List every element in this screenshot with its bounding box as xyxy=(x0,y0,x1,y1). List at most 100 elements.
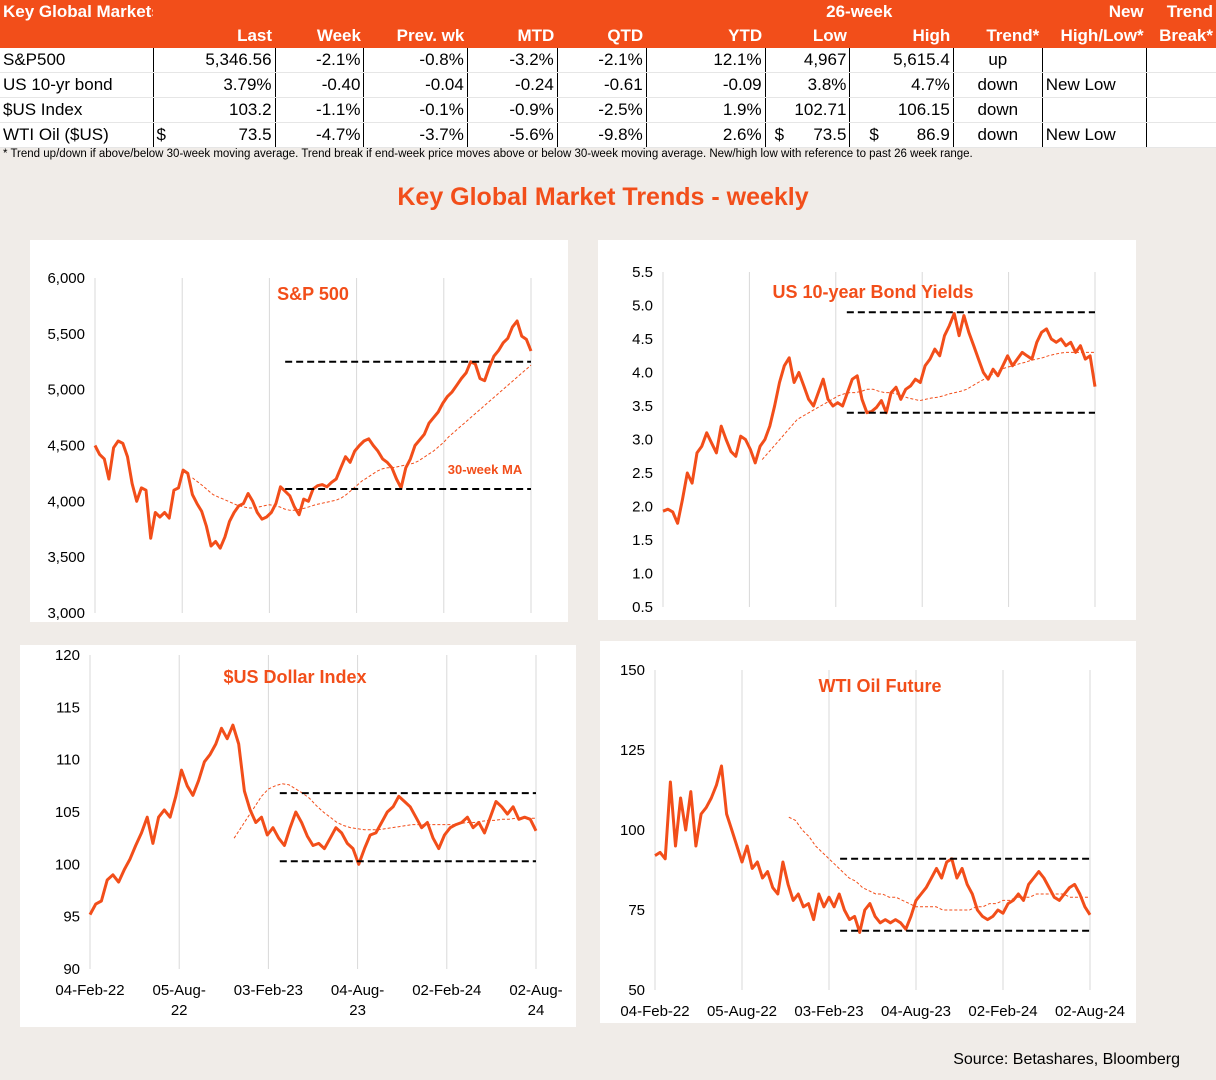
cell-ytd: 12.1% xyxy=(646,48,766,73)
y-tick-label: 90 xyxy=(63,961,80,978)
cell-week: -0.40 xyxy=(275,72,365,98)
y-tick-label: 5.5 xyxy=(632,264,653,281)
source-note: Source: Betashares, Bloomberg xyxy=(953,1051,1180,1068)
y-tick-label: 4.5 xyxy=(632,331,653,348)
cell-high: $86.9 xyxy=(849,122,954,148)
footnote: * Trend up/down if above/below 30-week m… xyxy=(3,148,973,160)
cell-high-low xyxy=(1042,97,1148,123)
col-header-trend: Trend* xyxy=(953,24,1043,48)
y-tick-label: 0.5 xyxy=(632,599,653,616)
y-tick-label: 115 xyxy=(56,699,80,716)
table-row: $US Index 103.2 -1.1% -0.1% -0.9% -2.5% … xyxy=(0,97,1216,123)
x-tick-label: 02-Feb-24 xyxy=(968,1003,1037,1020)
chart-panel-wti-oil: 50 75 100 125 150 04-Feb-22 05-Aug-22 03-Feb-23… xyxy=(600,641,1136,1023)
y-tick-label: 100 xyxy=(55,856,80,873)
table-header-row-top: Key Global Markets 26-week New Trend xyxy=(0,0,1216,24)
y-tick-label: 3,500 xyxy=(47,549,85,566)
cell-high: 4.7% xyxy=(849,72,954,98)
chart-sp500: 3,000 3,500 4,000 4,500 5,000 5,500 6,000 S&P 5… xyxy=(47,270,533,622)
key-global-markets-table: Key Global Markets 26-week New Trend Las… xyxy=(0,0,1216,148)
cell-trend: down xyxy=(953,72,1043,98)
cell-high: 106.15 xyxy=(849,97,954,123)
cell-mtd: -5.6% xyxy=(467,122,558,148)
header-new: New xyxy=(1042,0,1147,24)
row-name: S&P500 xyxy=(0,48,154,73)
cell-prev-wk: -0.1% xyxy=(363,97,468,123)
currency-prefix: $ xyxy=(774,125,785,144)
col-header-ytd: YTD xyxy=(646,24,766,48)
currency-prefix: $ xyxy=(869,125,879,144)
chart-panel-sp500: 3,000 3,500 4,000 4,500 5,000 5,500 6,000 S&P 5… xyxy=(30,240,568,622)
y-tick-label: 105 xyxy=(55,804,80,821)
x-tick-label: 03-Feb-23 xyxy=(234,982,303,999)
y-tick-label: 125 xyxy=(620,742,645,759)
cell-mtd: -0.9% xyxy=(467,97,558,123)
series-line-price xyxy=(93,319,533,550)
chart-title: $US Dollar Index xyxy=(223,667,366,687)
x-tick-label: 02-Aug- xyxy=(509,982,562,999)
cell-trend: down xyxy=(953,122,1043,148)
row-name: $US Index xyxy=(0,97,154,123)
cell-high-low xyxy=(1042,48,1148,73)
chart-wti-oil: 50 75 100 125 150 04-Feb-22 05-Aug-22 03-Feb-23… xyxy=(620,662,1125,1020)
cell-break xyxy=(1146,122,1216,148)
series-line-price xyxy=(662,312,1097,525)
cell-qtd: -0.61 xyxy=(557,72,647,98)
currency-prefix: $ xyxy=(156,125,166,144)
cell-qtd: -9.8% xyxy=(557,122,647,148)
y-tick-label: 2.0 xyxy=(632,499,653,516)
cell-ytd: -0.09 xyxy=(646,72,766,98)
cell-qtd: -2.1% xyxy=(557,48,647,73)
y-tick-label: 4.0 xyxy=(632,365,653,382)
x-tick-label: 05-Aug- xyxy=(153,982,206,999)
x-tick-label: 05-Aug-22 xyxy=(707,1003,777,1020)
series-line-30-week-ma xyxy=(192,364,532,511)
series-line-30-week-ma xyxy=(233,783,536,839)
chart-title: US 10-year Bond Yields xyxy=(772,282,973,302)
y-tick-label: 120 xyxy=(55,647,80,664)
y-tick-label: 1.5 xyxy=(632,532,653,549)
cell-week: -2.1% xyxy=(275,48,365,73)
series-line-price xyxy=(88,723,538,916)
x-tick-label: 04-Feb-22 xyxy=(55,982,124,999)
col-header-week: Week xyxy=(275,24,364,48)
cell-low-value: 73.5 xyxy=(813,125,847,144)
cell-qtd: -2.5% xyxy=(557,97,647,123)
col-header-break: Break* xyxy=(1146,24,1216,48)
cell-break xyxy=(1146,48,1216,73)
ma-label: 30-week MA xyxy=(448,462,523,477)
chart-dollar-index: 90 95 100 105 110 115 120 04-Feb-22 05-Aug- 22 03-… xyxy=(55,647,563,1019)
y-tick-label: 3.5 xyxy=(632,398,653,415)
cell-high: 5,615.4 xyxy=(849,48,954,73)
x-tick-label: 04-Aug-23 xyxy=(881,1003,951,1020)
y-tick-label: 110 xyxy=(56,752,80,769)
x-tick-label: 02-Feb-24 xyxy=(412,982,481,999)
x-tick-label: 02-Aug-24 xyxy=(1055,1003,1125,1020)
row-name: WTI Oil ($US) xyxy=(0,122,154,148)
y-tick-label: 100 xyxy=(620,822,645,839)
cell-high-low: New Low xyxy=(1042,72,1148,98)
x-tick-label: 03-Feb-23 xyxy=(794,1003,863,1020)
table-title: Key Global Markets xyxy=(0,0,154,24)
cell-high-low: New Low xyxy=(1042,122,1148,148)
cell-ytd: 2.6% xyxy=(646,122,766,148)
group-header-26-week: 26-week xyxy=(765,0,954,24)
cell-mtd: -3.2% xyxy=(467,48,558,73)
chart-title: WTI Oil Future xyxy=(819,676,942,696)
x-tick-label-year: 24 xyxy=(528,1002,545,1019)
y-tick-label: 3,000 xyxy=(47,605,85,622)
cell-break xyxy=(1146,97,1216,123)
col-header-qtd: QTD xyxy=(557,24,647,48)
cell-break xyxy=(1146,72,1216,98)
cell-last: 3.79% xyxy=(153,72,276,98)
chart-panel-dollar-index: 90 95 100 105 110 115 120 04-Feb-22 05-Aug- 22 03-… xyxy=(20,645,576,1027)
y-tick-label: 4,000 xyxy=(47,493,85,510)
col-header-high-low: High/Low* xyxy=(1042,24,1147,48)
x-tick-label: 04-Aug- xyxy=(331,982,384,999)
col-header-mtd: MTD xyxy=(467,24,558,48)
cell-low: 102.71 xyxy=(765,97,851,123)
cell-last: 103.2 xyxy=(153,97,276,123)
y-tick-label: 75 xyxy=(628,902,645,919)
y-tick-label: 6,000 xyxy=(47,270,85,287)
table-header-row: Last Week Prev. wk MTD QTD YTD Low High … xyxy=(0,24,1216,48)
